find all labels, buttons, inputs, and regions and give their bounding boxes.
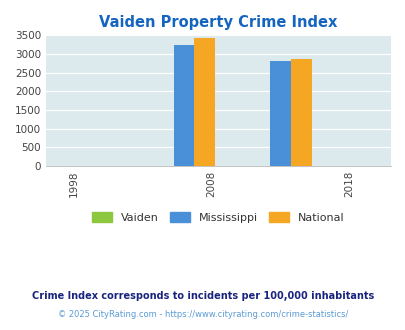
Text: Crime Index corresponds to incidents per 100,000 inhabitants: Crime Index corresponds to incidents per… <box>32 291 373 301</box>
Title: Vaiden Property Crime Index: Vaiden Property Crime Index <box>99 15 337 30</box>
Bar <box>290 59 311 166</box>
Bar <box>194 38 215 166</box>
Text: © 2025 CityRating.com - https://www.cityrating.com/crime-statistics/: © 2025 CityRating.com - https://www.city… <box>58 311 347 319</box>
Bar <box>173 45 194 166</box>
Legend: Vaiden, Mississippi, National: Vaiden, Mississippi, National <box>87 208 348 228</box>
Bar <box>270 61 290 166</box>
